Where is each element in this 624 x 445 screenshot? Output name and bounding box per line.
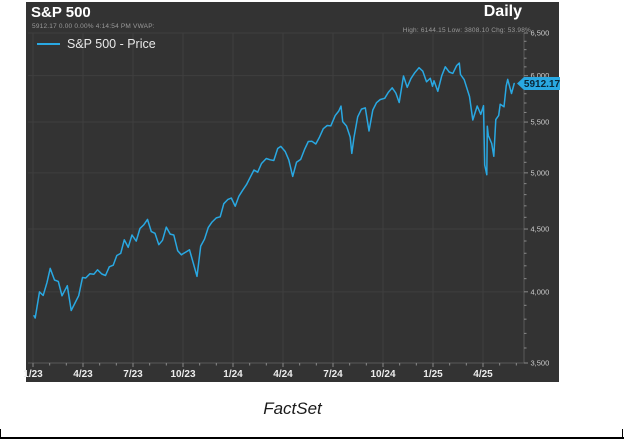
svg-text:1/25: 1/25 — [423, 369, 443, 380]
svg-text:1/23: 1/23 — [23, 369, 43, 380]
price-series-line — [33, 62, 515, 319]
svg-text:5912.17: 5912.17 — [524, 79, 561, 90]
svg-text:6,000: 6,000 — [531, 71, 550, 80]
svg-text:4/25: 4/25 — [473, 369, 493, 380]
border-stub-right — [622, 429, 623, 438]
chart-panel: 3,500 4,000 4,500 5,000 5,500 6,000 6,500 1/23 4… — [23, 2, 561, 382]
svg-text:7/23: 7/23 — [123, 369, 143, 380]
source-caption: FactSet — [263, 399, 322, 418]
svg-text:10/23: 10/23 — [170, 369, 195, 380]
svg-text:7/24: 7/24 — [323, 369, 343, 380]
chart-legend: S&P 500 - Price — [37, 37, 156, 51]
legend-color-line — [37, 43, 60, 45]
svg-text:4/24: 4/24 — [273, 369, 293, 380]
svg-text:5,500: 5,500 — [531, 118, 550, 127]
svg-text:4,000: 4,000 — [531, 287, 550, 296]
border-stub-left — [0, 429, 1, 438]
svg-text:5,000: 5,000 — [531, 168, 550, 177]
svg-text:6,500: 6,500 — [531, 29, 550, 38]
axis-labels: 3,500 4,000 4,500 5,000 5,500 6,000 6,500 1/23 4… — [23, 29, 549, 381]
svg-text:4,500: 4,500 — [531, 225, 550, 234]
chart-title: S&P 500 — [31, 4, 91, 21]
quote-line: 5912.17 0.00 0.00% 4:14:54 PM VWAP: — [32, 23, 155, 30]
legend-label: S&P 500 - Price — [67, 37, 156, 51]
svg-text:1/24: 1/24 — [223, 369, 243, 380]
price-chart-svg: 3,500 4,000 4,500 5,000 5,500 6,000 6,500 1/23 4… — [23, 29, 561, 381]
svg-text:4/23: 4/23 — [73, 369, 93, 380]
last-price-tag: 5912.17 — [517, 77, 561, 91]
axes-ticks — [28, 32, 528, 367]
bottom-rule — [0, 437, 624, 439]
stats-line: High: 6144.15 Low: 3808.10 Chg: 53.98% — [402, 27, 531, 34]
svg-text:3,500: 3,500 — [531, 359, 550, 368]
svg-text:10/24: 10/24 — [370, 369, 395, 380]
period-label: Daily — [483, 3, 522, 20]
gridlines — [28, 32, 524, 364]
